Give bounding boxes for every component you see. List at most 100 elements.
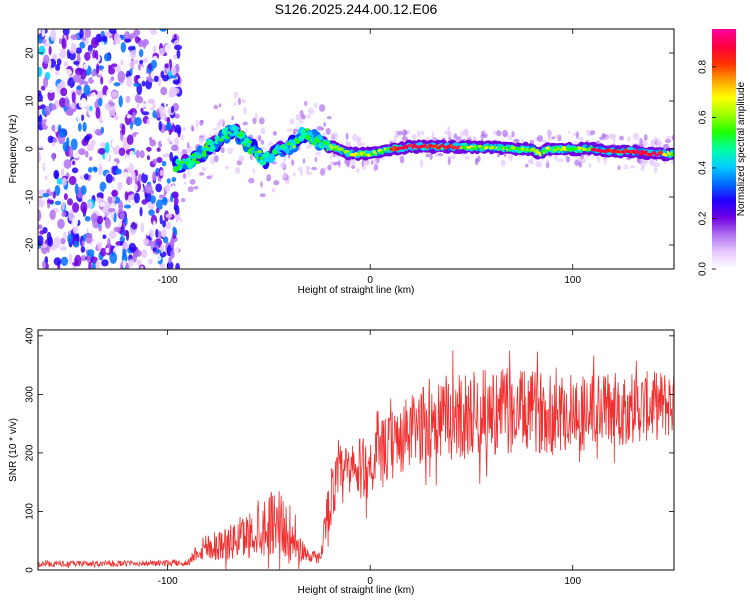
noise-cell <box>72 216 79 227</box>
noise-cell <box>73 240 80 248</box>
noise-cell <box>142 57 149 63</box>
noise-cell <box>640 165 645 172</box>
noise-cell <box>89 105 93 112</box>
noise-cell <box>248 177 255 184</box>
ridge-cell <box>375 152 378 156</box>
spectrogram-x-tick-label: 100 <box>564 275 581 286</box>
noise-cell <box>397 154 403 158</box>
noise-cell <box>98 164 103 176</box>
noise-cell <box>580 158 587 163</box>
noise-cell <box>527 159 532 165</box>
colorbar-tick-label: 0.4 <box>698 161 709 175</box>
noise-cell <box>46 199 54 204</box>
spectrogram-y-tick-label: -10 <box>25 189 36 204</box>
ridge-cell <box>389 147 393 151</box>
noise-cell <box>159 112 167 120</box>
noise-cell <box>74 183 79 195</box>
noise-cell <box>393 136 397 143</box>
noise-cell <box>455 136 462 143</box>
noise-cell <box>139 59 144 65</box>
noise-cell <box>153 75 159 83</box>
noise-cell <box>329 154 333 160</box>
noise-cell <box>97 148 106 155</box>
noise-cell <box>136 259 142 266</box>
ridge-cell <box>229 133 235 137</box>
noise-cell <box>193 186 199 190</box>
noise-cell <box>67 85 72 98</box>
ridge-cell <box>534 148 539 153</box>
noise-cell <box>171 105 175 114</box>
noise-cell <box>104 103 111 111</box>
noise-cell <box>111 63 118 68</box>
ridge-cell <box>503 145 508 150</box>
noise-cell <box>159 214 163 225</box>
noise-cell <box>67 233 73 244</box>
noise-cell <box>545 159 550 164</box>
snr-plot-area <box>38 350 674 570</box>
ridge-cell <box>274 150 278 154</box>
ridge-cell <box>259 156 264 161</box>
noise-cell <box>100 126 105 134</box>
noise-cell <box>74 254 82 267</box>
noise-cell <box>252 168 256 174</box>
noise-cell <box>139 206 143 217</box>
noise-cell <box>40 243 48 248</box>
noise-cell <box>75 249 81 256</box>
noise-cell <box>447 131 451 139</box>
noise-cell <box>126 134 134 145</box>
noise-cell <box>338 159 341 168</box>
noise-cell <box>142 41 147 50</box>
noise-cell <box>42 193 50 198</box>
noise-cell <box>155 183 163 193</box>
noise-cell <box>57 218 65 229</box>
noise-cell <box>107 237 111 250</box>
noise-cell <box>588 163 592 168</box>
noise-cell <box>103 53 111 62</box>
noise-cell <box>419 159 424 168</box>
ridge-cell <box>635 149 639 153</box>
noise-cell <box>162 96 167 103</box>
noise-cell <box>629 165 636 169</box>
noise-cell <box>345 132 349 140</box>
noise-cell <box>83 63 89 70</box>
noise-cell <box>536 164 542 168</box>
noise-cell <box>260 181 263 188</box>
noise-cell <box>147 102 153 109</box>
noise-cell <box>148 209 155 216</box>
noise-cell <box>49 263 55 269</box>
noise-cell <box>156 147 161 152</box>
noise-cell <box>92 49 96 60</box>
noise-cell <box>260 127 266 135</box>
noise-cell <box>180 134 185 141</box>
noise-cell <box>136 103 140 109</box>
noise-cell <box>514 157 521 165</box>
noise-cell <box>131 221 138 230</box>
noise-cell <box>429 153 433 160</box>
noise-cell <box>218 103 222 108</box>
noise-cell <box>95 106 101 119</box>
noise-cell <box>142 234 147 239</box>
noise-cell <box>146 131 152 138</box>
noise-cell <box>67 198 74 206</box>
noise-cell <box>95 63 100 75</box>
noise-cell <box>233 152 236 159</box>
noise-cell <box>171 176 177 183</box>
ridge-cell <box>409 144 413 148</box>
noise-cell <box>463 128 469 137</box>
noise-cell <box>307 107 315 115</box>
noise-cell <box>611 134 617 138</box>
ridge-cell <box>189 155 195 159</box>
noise-cell <box>118 95 123 108</box>
noise-cell <box>168 256 173 264</box>
ridge-cell <box>275 144 280 148</box>
spectrogram-y-axis-label: Frequency (Hz) <box>8 115 19 184</box>
ridge-cell <box>328 144 333 148</box>
noise-cell <box>626 136 631 143</box>
ridge-cell <box>277 147 282 151</box>
ridge-cell <box>319 142 324 146</box>
noise-cell <box>578 136 584 142</box>
noise-cell <box>78 148 86 156</box>
noise-cell <box>351 164 356 170</box>
noise-cell <box>195 119 199 128</box>
